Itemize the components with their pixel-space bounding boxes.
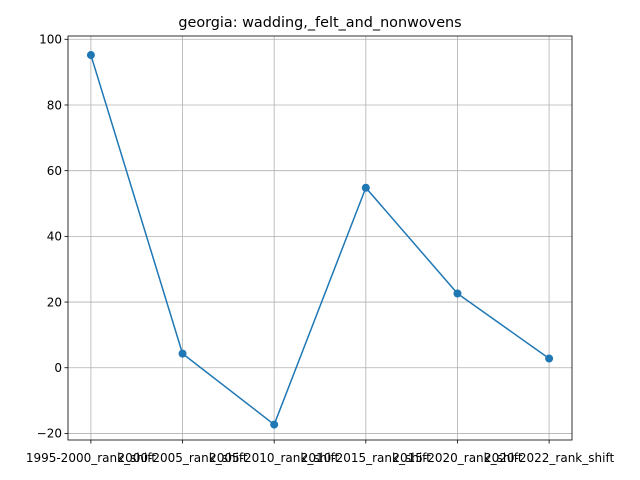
data-point	[361, 183, 370, 192]
x-tick-label: 2010-2015_rank_shift	[301, 451, 431, 465]
y-tick-label: −20	[37, 427, 62, 441]
data-point	[545, 354, 554, 363]
x-axis: 1995-2000_rank_shift2000-2005_rank_shift…	[26, 440, 614, 465]
chart-title: georgia: wadding,_felt_and_nonwovens	[178, 15, 461, 31]
x-tick-label: 2015-2020_rank_shift	[392, 451, 522, 465]
x-tick-label: 1995-2000_rank_shift	[26, 451, 156, 465]
y-tick-label: 100	[39, 33, 62, 47]
x-tick-label: 2000-2005_rank_shift	[117, 451, 247, 465]
data-point	[86, 51, 95, 60]
data-point	[270, 420, 279, 429]
y-tick-label: 60	[47, 164, 62, 178]
y-tick-label: 20	[47, 295, 62, 309]
x-tick-label: 2005-2010_rank_shift	[209, 451, 339, 465]
y-axis: −20 0 20 40 60 80 100	[37, 33, 68, 441]
series-layer	[86, 51, 554, 429]
y-tick-label: 40	[47, 230, 62, 244]
x-tick-label: 2020-2022_rank_shift	[484, 451, 614, 465]
plot-frame	[67, 35, 573, 441]
y-tick-label: 80	[47, 98, 62, 112]
data-point	[453, 289, 462, 298]
data-point	[178, 349, 187, 358]
grid	[68, 36, 572, 440]
y-tick-label: 0	[54, 361, 62, 375]
series-line	[90, 54, 550, 426]
